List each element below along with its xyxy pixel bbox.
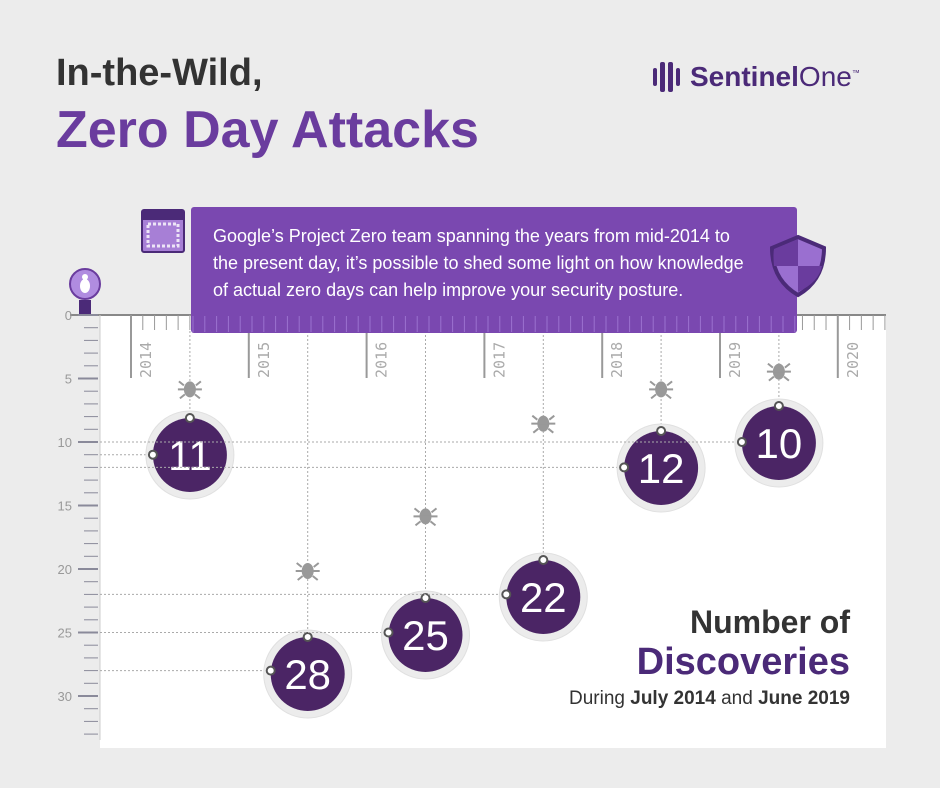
data-label: 10 <box>756 420 803 467</box>
x-tick-label: 2014 <box>137 342 155 378</box>
banner-ruler <box>192 316 796 332</box>
value-connector-dot <box>383 627 394 638</box>
bug-icon <box>413 507 438 527</box>
caption-end: June 2019 <box>758 688 850 709</box>
calendar-icon <box>141 209 185 253</box>
time-connector-dot <box>538 555 549 565</box>
logo-mark-icon <box>653 62 680 92</box>
y-tick-label: 15 <box>58 499 72 514</box>
caption-line-1: Number of <box>690 604 850 640</box>
time-connector-dot <box>656 426 667 436</box>
data-label: 22 <box>520 574 567 621</box>
x-tick-label: 2018 <box>608 342 626 378</box>
data-label: 11 <box>168 432 212 479</box>
intro-text: Google’s Project Zero team spanning the … <box>213 226 744 300</box>
title-line-1: In-the-Wild, <box>56 52 263 94</box>
y-tick-label: 5 <box>65 372 72 387</box>
caption: Number of Discoveries During July 2014 a… <box>569 604 850 710</box>
logo-word-1: Sentinel <box>690 61 799 92</box>
time-connector-dot <box>420 593 431 603</box>
data-label: 25 <box>402 612 449 659</box>
logo-word-2: One <box>798 61 852 92</box>
value-connector-dot <box>265 665 276 676</box>
data-label: 12 <box>638 445 685 492</box>
x-tick-label: 2017 <box>490 342 508 378</box>
bug-icon <box>531 414 556 434</box>
lightbulb-bug-icon <box>69 268 101 314</box>
value-connector-dot <box>501 589 512 600</box>
value-connector-dot <box>619 462 630 473</box>
data-point <box>741 406 816 480</box>
bug-legs <box>413 507 438 527</box>
caption-start: July 2014 <box>630 688 716 709</box>
data-point <box>506 560 581 634</box>
x-tick-label: 2019 <box>726 342 744 378</box>
bug-legs <box>295 562 320 581</box>
x-tick-label: 2015 <box>255 342 273 378</box>
bug-icon <box>766 362 791 382</box>
bug-legs <box>531 414 556 434</box>
bug-icon <box>295 562 320 581</box>
time-connector-dot <box>184 413 195 423</box>
y-tick-label: 25 <box>58 626 72 641</box>
logo-tm: ™ <box>851 68 860 78</box>
bug-legs <box>766 362 791 382</box>
data-label: 28 <box>284 651 331 698</box>
time-connector-dot <box>773 401 784 411</box>
sentinelone-logo: SentinelOne™ <box>652 60 860 94</box>
bug-legs <box>649 380 674 400</box>
data-point <box>624 431 699 505</box>
y-tick-label: 20 <box>58 562 72 577</box>
data-point <box>388 598 463 672</box>
bug-icon <box>649 380 674 400</box>
shield-icon <box>769 234 827 298</box>
y-tick-label: 10 <box>58 435 72 450</box>
time-connector-dot <box>302 632 313 642</box>
bug-legs <box>177 380 202 400</box>
title-line-2: Zero Day Attacks <box>56 101 479 159</box>
value-connector-dot <box>736 437 747 447</box>
caption-and: and <box>721 688 753 709</box>
data-point <box>270 637 345 711</box>
plot-area <box>100 315 886 748</box>
y-tick-label: 0 <box>65 308 72 323</box>
caption-range: During July 2014 and June 2019 <box>569 688 850 710</box>
x-tick-label: 2020 <box>844 342 862 378</box>
data-point <box>152 418 227 492</box>
y-tick-label: 30 <box>58 689 72 704</box>
intro-banner: Google’s Project Zero team spanning the … <box>191 207 797 333</box>
caption-line-2: Discoveries <box>636 641 850 683</box>
caption-during: During <box>568 688 625 709</box>
x-tick-label: 2016 <box>373 342 391 378</box>
value-connector-dot <box>147 449 158 460</box>
bug-icon <box>177 380 202 400</box>
